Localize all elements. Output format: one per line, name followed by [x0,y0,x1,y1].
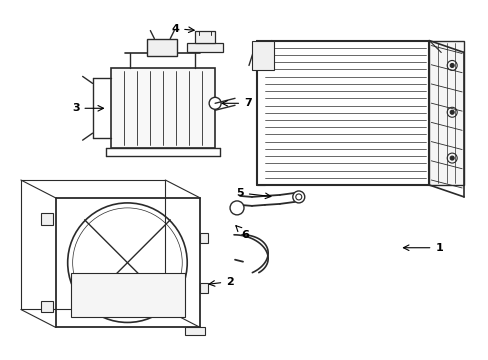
Bar [185,328,205,336]
Bar [200,283,208,293]
Circle shape [449,63,453,67]
Bar [41,301,53,312]
Bar [428,41,463,185]
Text: 7: 7 [222,98,251,108]
Circle shape [209,97,221,109]
Bar [195,31,215,42]
Text: 6: 6 [235,226,248,240]
Text: 5: 5 [236,188,270,199]
Bar [147,39,177,57]
Text: 2: 2 [209,276,233,287]
Circle shape [449,156,453,160]
Text: 4: 4 [171,24,194,33]
Bar [71,273,185,318]
Bar [187,42,223,53]
Bar [251,41,273,71]
Bar [41,213,53,225]
Text: 1: 1 [403,243,442,253]
Circle shape [229,201,244,215]
Bar [110,68,215,148]
Circle shape [449,110,453,114]
Circle shape [292,191,304,203]
Bar [200,233,208,243]
Text: 3: 3 [72,103,103,113]
